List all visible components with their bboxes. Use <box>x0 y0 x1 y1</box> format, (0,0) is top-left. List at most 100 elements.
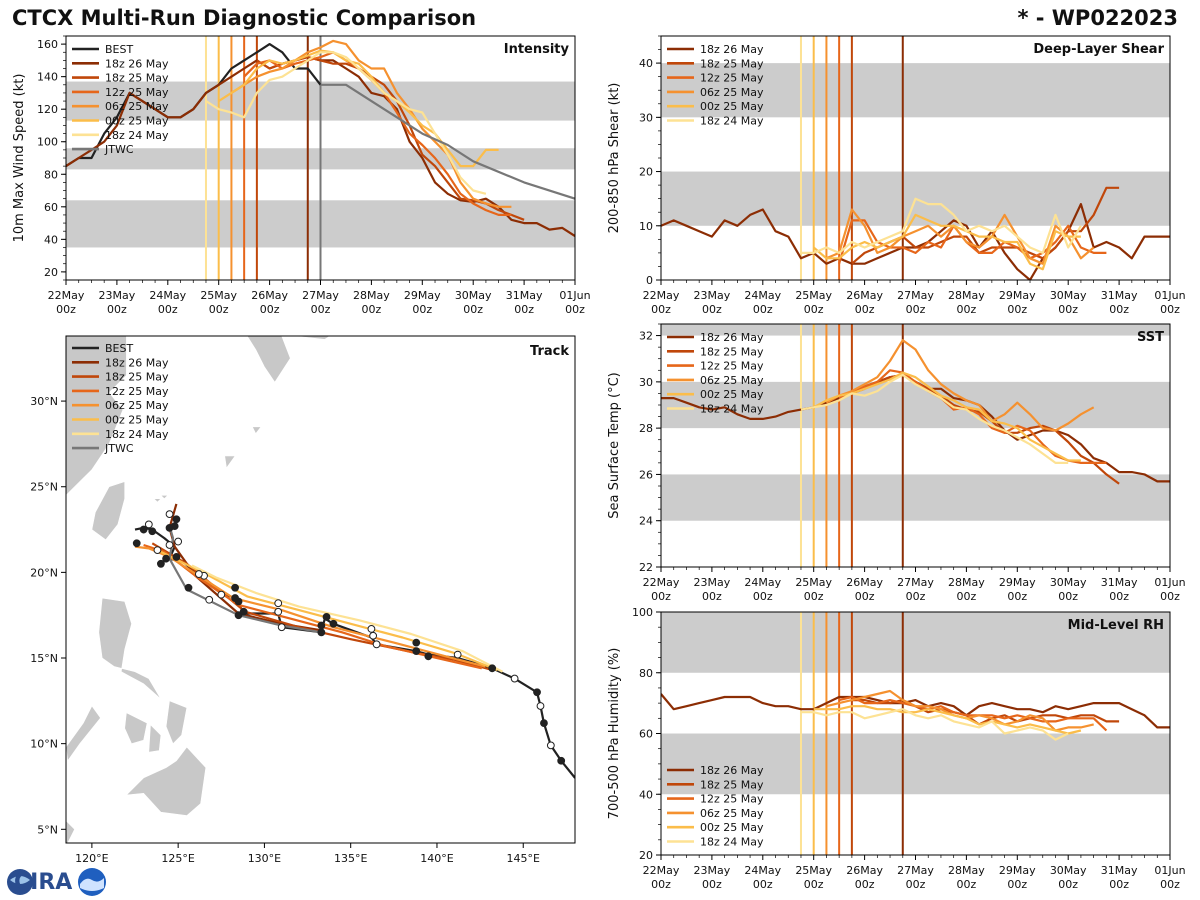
sst-xtick-label: 31May <box>1101 576 1138 589</box>
sst-xtick-label: 25May <box>795 576 832 589</box>
sst-xtick-label: 01Jun <box>1154 576 1185 589</box>
rh-panel: 2040608010022May00z23May00z24May00z25May… <box>607 606 1186 891</box>
track-marker <box>165 510 174 519</box>
intensity-series-line <box>320 83 575 200</box>
rh-ytick-label: 60 <box>639 728 653 741</box>
track-marker <box>557 756 566 765</box>
track-marker <box>156 559 165 568</box>
track-marker <box>536 702 545 710</box>
intensity-ytick-label: 120 <box>37 103 58 116</box>
shear-ytick-label: 30 <box>639 111 653 124</box>
sst-xtick-label: 22May <box>643 576 680 589</box>
track-legend-entry: 06z 25 May <box>105 399 169 412</box>
intensity-xtick-label: 00z <box>412 303 432 316</box>
intensity-legend-entry: 12z 25 May <box>105 86 169 99</box>
sst-xtick-label: 00z <box>957 590 977 603</box>
intensity-xtick-label: 26May <box>251 289 288 302</box>
track-xtick-label: 140°E <box>420 852 453 865</box>
intensity-xtick-label: 00z <box>565 303 585 316</box>
sst-xtick-label: 00z <box>906 590 926 603</box>
track-ytick-label: 15°N <box>30 652 58 665</box>
shear-ytick-label: 10 <box>639 220 653 233</box>
sst-ylabel: Sea Surface Temp (°C) <box>607 372 622 519</box>
land-mass <box>124 712 148 745</box>
intensity-xtick-label: 00z <box>158 303 178 316</box>
sst-series-group <box>661 339 1170 485</box>
land-mass <box>165 700 188 745</box>
intensity-legend-entry: 18z 26 May <box>105 57 169 70</box>
track-line <box>191 564 504 673</box>
track-line <box>168 503 324 632</box>
track-ytick-label: 20°N <box>30 566 58 579</box>
track-line <box>151 542 493 672</box>
rh-xtick-label: 27May <box>897 864 934 877</box>
logo-text: CIRA <box>14 870 72 895</box>
rh-series-line <box>813 705 1082 735</box>
track-marker <box>412 647 421 656</box>
shear-xtick-label: 26May <box>846 289 883 302</box>
track-marker <box>172 515 181 524</box>
intensity-ytick-label: 80 <box>44 168 58 181</box>
rh-xtick-label: 00z <box>1007 878 1027 891</box>
intensity-series-line <box>230 39 512 208</box>
intensity-xtick-label: 31May <box>506 289 543 302</box>
track-panel-label: Track <box>530 344 569 359</box>
sst-xtick-label: 30May <box>1050 576 1087 589</box>
shear-xtick-label: 00z <box>906 303 926 316</box>
shear-xtick-label: 29May <box>999 289 1036 302</box>
track-ytick-label: 5°N <box>37 823 58 836</box>
shear-legend-entry: 18z 25 May <box>700 57 764 70</box>
shear-series-line <box>825 208 1095 265</box>
sst-panel-label: SST <box>1137 330 1164 345</box>
cira-logo: CIRA <box>7 868 106 896</box>
shear-legend-entry: 18z 24 May <box>700 115 764 128</box>
intensity-ylabel: 10m Max Wind Speed (kt) <box>12 74 27 243</box>
track-marker <box>172 553 181 561</box>
rh-series-group <box>661 689 1170 741</box>
shear-ytick-label: 40 <box>639 57 653 70</box>
sst-xtick-label: 26May <box>846 576 883 589</box>
track-marker <box>488 664 497 673</box>
sst-xtick-label: 27May <box>897 576 934 589</box>
intensity-xtick-label: 00z <box>107 303 127 316</box>
sst-band-2 <box>661 324 1170 336</box>
intensity-xtick-label: 00z <box>209 303 229 316</box>
sst-panel: 22242628303222May00z23May00z24May00z25Ma… <box>607 323 1186 603</box>
shear-xtick-label: 25May <box>795 289 832 302</box>
intensity-legend-entry: BEST <box>105 43 133 56</box>
track-marker <box>540 719 548 728</box>
sst-band-0 <box>661 474 1170 521</box>
shear-legend-entry: 06z 25 May <box>700 86 764 99</box>
sst-legend-entry: 06z 25 May <box>700 374 764 387</box>
track-xtick-label: 135°E <box>334 852 367 865</box>
shear-legend-entry: 18z 26 May <box>700 43 764 56</box>
rh-xtick-label: 01Jun <box>1154 864 1185 877</box>
track-marker <box>174 537 183 546</box>
sst-xtick-label: 00z <box>855 590 875 603</box>
land-mass <box>148 724 162 753</box>
intensity-xtick-label: 23May <box>99 289 136 302</box>
sst-series-line <box>813 371 1081 462</box>
track-marker <box>148 527 157 536</box>
track-marker <box>165 541 174 549</box>
track-marker <box>372 640 381 649</box>
sst-xtick-label: 00z <box>804 590 824 603</box>
sst-band-1 <box>661 381 1170 429</box>
rh-xtick-label: 00z <box>1160 878 1180 891</box>
shear-panel: 01020304022May00z23May00z24May00z25May00… <box>607 35 1186 316</box>
track-marker <box>153 546 162 555</box>
sst-ytick-label: 28 <box>639 422 653 435</box>
rh-ytick-label: 20 <box>639 849 653 862</box>
track-marker <box>205 595 214 604</box>
track-marker <box>317 621 326 630</box>
shear-xtick-label: 23May <box>694 289 731 302</box>
track-marker <box>217 590 226 599</box>
sst-ytick-label: 22 <box>639 561 653 574</box>
rh-xtick-label: 29May <box>999 864 1036 877</box>
shear-xtick-label: 00z <box>1160 303 1180 316</box>
track-marker <box>277 623 286 632</box>
sst-legend-entry: 18z 26 May <box>700 331 764 344</box>
shear-xtick-label: 30May <box>1050 289 1087 302</box>
sst-legend-entry: 12z 25 May <box>700 360 764 373</box>
track-legend-entry: JTWC <box>104 442 134 455</box>
